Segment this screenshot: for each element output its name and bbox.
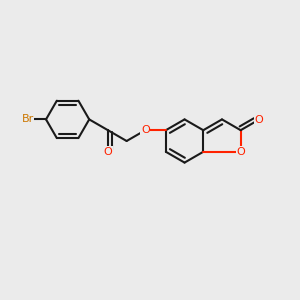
Text: Br: Br (22, 114, 34, 124)
Text: O: O (103, 147, 112, 157)
Text: O: O (141, 125, 150, 135)
Text: O: O (236, 147, 245, 157)
Text: O: O (254, 115, 263, 125)
